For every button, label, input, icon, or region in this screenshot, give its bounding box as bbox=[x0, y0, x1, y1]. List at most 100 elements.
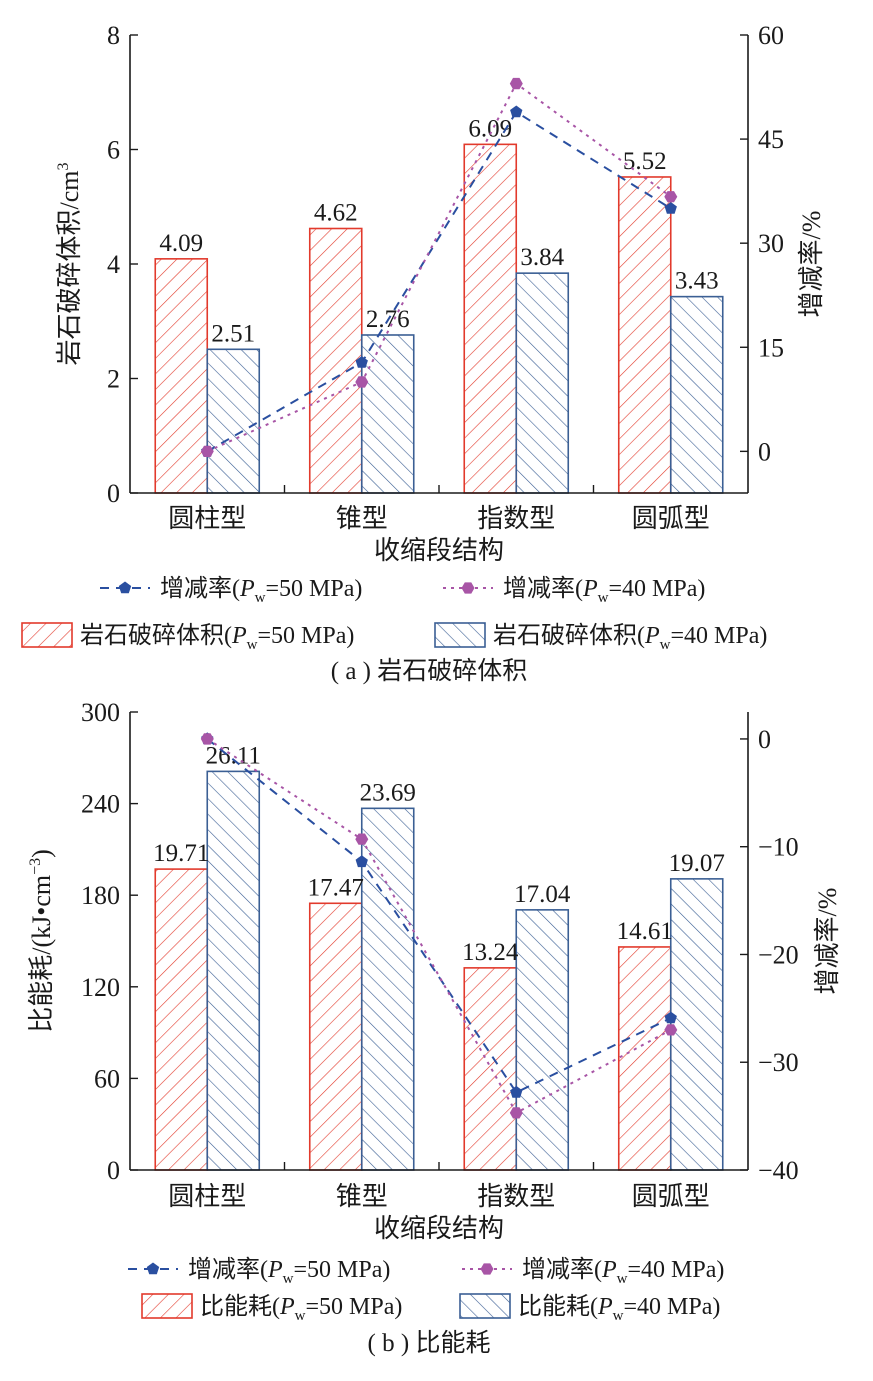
y-axis-label-sup-b: −3 bbox=[27, 858, 44, 875]
x-tick-label-b-2: 指数型 bbox=[477, 1182, 555, 1211]
y2-axis-label-b: 增减率/% bbox=[813, 888, 842, 995]
legend-label-bar-a-0-eq: =50 MPa) bbox=[258, 623, 355, 649]
x-tick-label-a-3: 圆弧型 bbox=[632, 504, 710, 533]
legend-label-line-a-1: 增减率(Pw=40 MPa) bbox=[503, 575, 705, 606]
legend-label-bar-b-1: 比能耗(Pw=40 MPa) bbox=[518, 1293, 720, 1324]
bar-label-a-s1-0: 2.51 bbox=[211, 320, 255, 347]
legend-label-line-b-1-eq: =40 MPa) bbox=[628, 1257, 725, 1283]
bar-b-s0-1 bbox=[308, 902, 363, 1171]
legend-label-bar-a-1-prefix: 岩石破碎体积( bbox=[493, 622, 645, 649]
bar-b-s1-3 bbox=[669, 878, 724, 1171]
legend-label-line-b-1-p: P bbox=[601, 1257, 617, 1283]
series-point-b-1-2 bbox=[509, 1107, 523, 1119]
legend-label-bar-b-1-p: P bbox=[597, 1294, 613, 1320]
legend-label-line-a-1-sub: w bbox=[598, 590, 609, 606]
y-tick-label-b-5: 300 bbox=[81, 698, 120, 727]
panel-caption-b: ( b ) 比能耗 bbox=[368, 1329, 491, 1357]
legend-label-line-b-0-sub: w bbox=[283, 1271, 294, 1287]
legend-marker-b-0 bbox=[146, 1262, 160, 1275]
y2-tick-label-a-1: 15 bbox=[758, 333, 784, 362]
legend-label-bar-a-0: 岩石破碎体积(Pw=50 MPa) bbox=[80, 622, 354, 653]
x-axis-label-b: 收缩段结构 bbox=[374, 1214, 504, 1243]
series-line-b-0 bbox=[206, 738, 672, 1094]
legend-label-line-a-0-eq: =50 MPa) bbox=[266, 576, 363, 602]
y-tick-label-b-2: 120 bbox=[81, 973, 120, 1002]
y-tick-label-a-3: 6 bbox=[107, 136, 120, 165]
y-tick-label-b-0: 0 bbox=[107, 1156, 120, 1185]
legend-label-line-b-0: 增减率(Pw=50 MPa) bbox=[188, 1256, 390, 1287]
y-axis-label-a: 岩石破碎体积/cm3 bbox=[55, 163, 84, 366]
series-point-a-0-2 bbox=[510, 105, 523, 118]
legend-bar-swatch-a-1 bbox=[434, 622, 486, 648]
legend-label-bar-b-0-p: P bbox=[279, 1294, 295, 1320]
bar-a-s1-3 bbox=[669, 295, 724, 494]
bar-a-s0-1 bbox=[308, 227, 363, 494]
legend-label-line-b-0-eq: =50 MPa) bbox=[294, 1257, 391, 1283]
series-point-a-0-1 bbox=[355, 356, 368, 368]
bar-label-b-s0-3: 14.61 bbox=[617, 918, 673, 945]
legend-bar-swatch-a-0 bbox=[21, 622, 73, 648]
series-point-b-0-2 bbox=[510, 1085, 523, 1098]
series-line-a-1 bbox=[206, 82, 672, 453]
legend-label-line-a-1-prefix: 增减率( bbox=[503, 575, 583, 602]
legend-marker-b-1 bbox=[480, 1263, 494, 1275]
y2-tick-label-b-4: 0 bbox=[758, 725, 771, 754]
series-point-a-1-2 bbox=[509, 77, 523, 90]
series-point-b-1-1 bbox=[355, 833, 369, 845]
y-tick-label-a-1: 2 bbox=[107, 365, 120, 394]
series-point-a-1-3 bbox=[664, 191, 678, 203]
legend-label-line-a-1-p: P bbox=[582, 576, 598, 602]
chart-panel-a: 4.094.626.095.522.512.763.843.4302468015… bbox=[21, 21, 826, 685]
y2-tick-label-b-1: −30 bbox=[758, 1048, 799, 1077]
legend-label-bar-a-0-prefix: 岩石破碎体积( bbox=[80, 622, 232, 649]
x-tick-label-a-0: 圆柱型 bbox=[168, 504, 246, 533]
x-tick-label-a-2: 指数型 bbox=[477, 504, 555, 533]
y2-tick-label-b-0: −40 bbox=[758, 1156, 799, 1185]
legend-label-line-a-1-eq: =40 MPa) bbox=[609, 576, 706, 602]
legend-label-bar-b-0-prefix: 比能耗( bbox=[200, 1293, 280, 1320]
x-axis-label-a: 收缩段结构 bbox=[374, 536, 504, 565]
bar-a-s0-0 bbox=[154, 258, 209, 494]
series-point-b-1-0 bbox=[200, 733, 214, 745]
y2-tick-label-b-3: −10 bbox=[758, 833, 799, 862]
legend-label-bar-a-1-eq: =40 MPa) bbox=[671, 623, 768, 649]
bar-a-s0-3 bbox=[617, 176, 672, 494]
legend-label-bar-b-1-eq: =40 MPa) bbox=[624, 1294, 721, 1320]
x-tick-label-b-3: 圆弧型 bbox=[632, 1182, 710, 1211]
legend-label-bar-b-1-sub: w bbox=[613, 1308, 624, 1324]
y2-tick-label-a-0: 0 bbox=[758, 437, 771, 466]
x-tick-label-b-0: 圆柱型 bbox=[168, 1182, 246, 1211]
legend-marker-a-0 bbox=[118, 581, 132, 594]
bar-b-s0-2 bbox=[463, 967, 518, 1171]
x-tick-label-b-1: 锥型 bbox=[336, 1182, 388, 1211]
series-point-b-0-1 bbox=[355, 855, 368, 868]
legend-label-bar-b-0: 比能耗(Pw=50 MPa) bbox=[200, 1293, 402, 1324]
legend-marker-a-1 bbox=[461, 582, 475, 594]
bar-b-s1-1 bbox=[360, 807, 415, 1171]
series-point-b-0-3 bbox=[664, 1011, 677, 1024]
legend-label-bar-b-0-sub: w bbox=[295, 1308, 306, 1324]
bar-label-a-s0-0: 4.09 bbox=[159, 230, 203, 257]
chart-panel-b: 19.71 17.47 13.24 14.61 26.11 23.69 17.04 19.07… bbox=[27, 698, 842, 1357]
series-line-a-0 bbox=[206, 110, 672, 453]
y-tick-label-b-1: 60 bbox=[94, 1064, 120, 1093]
legend-label-bar-b-1-prefix: 比能耗( bbox=[518, 1293, 598, 1320]
x-tick-label-a-1: 锥型 bbox=[336, 504, 388, 533]
bar-a-s1-2 bbox=[515, 272, 570, 494]
bar-label-b-s1-2: 17.04 bbox=[514, 881, 571, 908]
y-tick-label-a-2: 4 bbox=[107, 250, 120, 279]
y2-tick-label-a-2: 30 bbox=[758, 229, 784, 258]
bar-label-a-s0-3: 5.52 bbox=[623, 148, 667, 175]
y-tick-label-a-0: 0 bbox=[107, 479, 120, 508]
legend-bar-swatch-b-0 bbox=[141, 1293, 193, 1319]
legend-label-bar-a-1-sub: w bbox=[660, 637, 671, 653]
bar-label-b-s1-3: 19.07 bbox=[669, 850, 725, 877]
y-tick-label-b-3: 180 bbox=[81, 881, 120, 910]
legend-label-line-b-1-sub: w bbox=[617, 1271, 628, 1287]
legend-label-bar-a-0-sub: w bbox=[247, 637, 258, 653]
bar-b-s0-3 bbox=[617, 946, 672, 1171]
bar-label-b-s0-1: 17.47 bbox=[308, 874, 364, 901]
series-point-a-1-1 bbox=[355, 376, 369, 388]
bar-label-a-s1-3: 3.43 bbox=[675, 268, 719, 295]
legend-label-line-a-0-p: P bbox=[239, 576, 255, 602]
